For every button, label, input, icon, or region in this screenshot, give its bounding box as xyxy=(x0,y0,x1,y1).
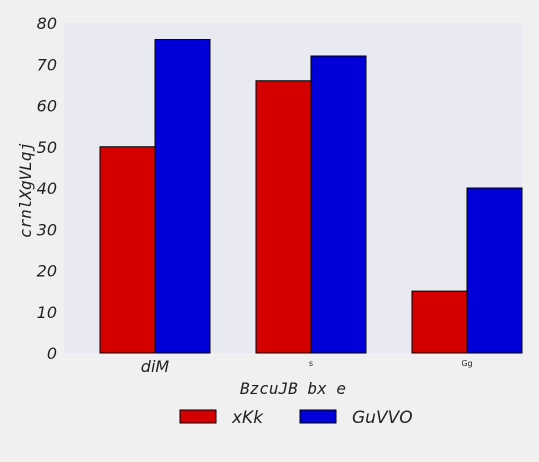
bar-xKk-s xyxy=(255,80,312,354)
x-tick-label: diM xyxy=(141,357,170,376)
y-tick-label: 80 xyxy=(37,14,57,33)
y-tick-label: 70 xyxy=(37,55,57,74)
bars-group xyxy=(99,39,523,354)
y-axis-ticks: 0 10 20 30 40 50 60 70 80 xyxy=(37,14,57,363)
x-axis-ticks: diM s Gg xyxy=(141,357,473,376)
x-tick-label: s xyxy=(309,359,313,368)
legend: xKk GuVVO xyxy=(179,408,413,428)
y-tick-label: 60 xyxy=(37,97,57,116)
bar-xKk-diM xyxy=(99,146,156,354)
legend-swatch xyxy=(179,409,217,424)
legend-label: xKk xyxy=(231,408,264,428)
bar-GuVVO-s xyxy=(310,55,367,354)
x-tick-label: Gg xyxy=(461,359,472,368)
legend-label: GuVVO xyxy=(352,408,413,428)
y-tick-label: 20 xyxy=(37,262,57,281)
y-tick-label: 30 xyxy=(37,220,57,239)
legend-item-GuVVO: GuVVO xyxy=(299,408,413,428)
y-tick-label: 0 xyxy=(47,344,57,363)
legend-item-xKk: xKk xyxy=(179,408,264,428)
y-tick-label: 50 xyxy=(37,138,57,157)
y-axis-label: crnlXgVLqj xyxy=(16,142,35,238)
y-tick-label: 10 xyxy=(37,303,57,322)
bar-GuVVO-Gg xyxy=(466,187,523,354)
y-tick-label: 40 xyxy=(37,179,57,198)
x-axis-label: BzcuJB bx e xyxy=(240,379,346,398)
legend-swatch xyxy=(299,409,337,424)
bar-xKk-Gg xyxy=(411,290,468,354)
bar-GuVVO-diM xyxy=(154,39,211,354)
